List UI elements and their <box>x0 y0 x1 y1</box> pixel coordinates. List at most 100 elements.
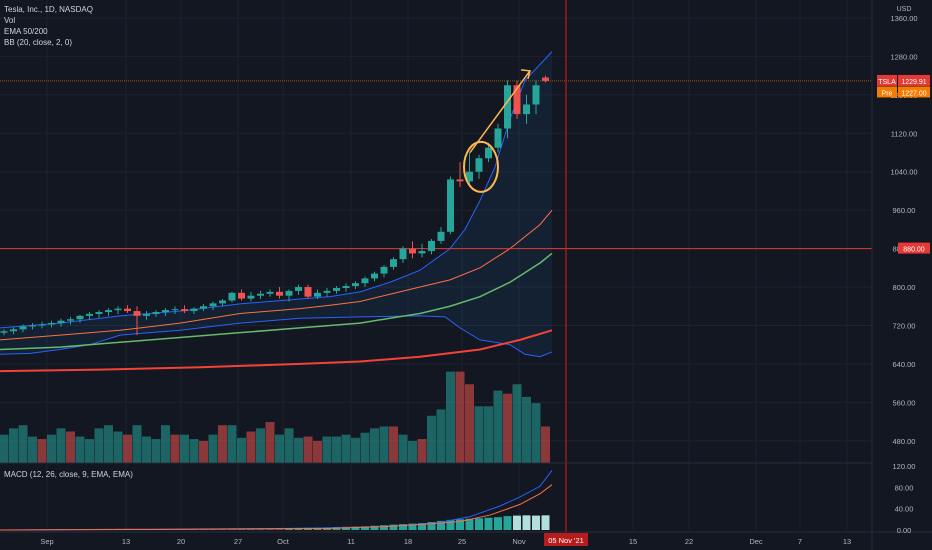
candle-body <box>247 295 255 299</box>
annotation-layer <box>463 69 531 193</box>
volume-bar <box>379 426 389 463</box>
volume-bar <box>113 431 123 463</box>
candle-body <box>76 315 84 320</box>
time-tick-label: 18 <box>404 537 412 546</box>
date-badge-bg <box>544 533 588 546</box>
candle-body <box>171 309 179 311</box>
candle-body <box>181 309 188 312</box>
volume-bar <box>18 425 28 463</box>
candle-body <box>437 231 445 241</box>
macd-histogram-bar <box>418 523 426 530</box>
candlestick-layer <box>0 75 549 336</box>
candle-body <box>523 104 530 115</box>
volume-legend[interactable]: Vol <box>4 16 16 25</box>
volume-bar <box>294 437 303 463</box>
time-tick-label: Oct <box>277 537 290 546</box>
volume-bar <box>370 428 379 463</box>
volume-bar <box>408 440 417 463</box>
volume-bar <box>275 434 284 463</box>
price-tick-label: 1040.00 <box>890 168 917 177</box>
volume-bar <box>246 431 256 463</box>
macd-histogram-bar <box>389 524 398 530</box>
macd-histogram-bar <box>351 526 360 530</box>
volume-bar <box>180 434 189 463</box>
macd-histogram-bar <box>399 524 407 530</box>
candle-body <box>143 313 150 316</box>
candle-body <box>409 248 416 254</box>
price-tick-label: 640.00 <box>893 360 916 369</box>
chart-legend: Tesla, Inc., 1D, NASDAQ Vol EMA 50/200 B… <box>4 4 93 48</box>
candle-body <box>10 329 17 332</box>
volume-bar <box>218 425 227 463</box>
macd-histogram-bar <box>494 517 502 530</box>
macd-histogram-bar <box>532 515 540 530</box>
volume-bar <box>360 432 370 463</box>
volume-bar <box>265 422 275 463</box>
macd-tick-label: 0.00 <box>897 526 912 535</box>
candle-body <box>342 286 350 289</box>
macd-histogram-bar <box>342 526 350 530</box>
macd-signal-line <box>0 484 553 531</box>
macd-histogram-bar <box>427 522 436 530</box>
candle-body <box>276 291 283 296</box>
volume-bar <box>28 436 37 463</box>
volume-bar <box>237 437 246 463</box>
bb-upper-line <box>0 51 553 329</box>
time-tick-label: 13 <box>843 537 851 546</box>
macd-histogram-bar <box>541 515 550 530</box>
candle-body <box>323 290 331 293</box>
volume-bar <box>351 437 360 463</box>
candle-body <box>162 310 169 313</box>
volume-bar <box>208 434 218 463</box>
pre-badge-label-bg <box>877 86 897 98</box>
volume-bar <box>151 439 161 463</box>
volume-bar <box>303 436 313 463</box>
macd-histogram-bar <box>503 516 512 530</box>
candle-body <box>190 308 198 312</box>
candle-body <box>133 311 141 316</box>
candle-body <box>380 266 388 274</box>
volume-bar <box>322 436 332 463</box>
candle-body <box>257 293 264 296</box>
volume-bar <box>503 393 512 463</box>
macd-legend[interactable]: MACD (12, 26, close, 9, EMA, EMA) <box>4 470 133 479</box>
volume-bar <box>256 428 265 463</box>
candle-body <box>314 292 321 297</box>
symbol-legend[interactable]: Tesla, Inc., 1D, NASDAQ <box>4 5 93 14</box>
macd-histogram-bar <box>484 517 493 530</box>
volume-bar <box>512 384 522 463</box>
volume-bar <box>75 436 85 463</box>
candle-body <box>542 77 549 81</box>
annotation-ellipse <box>463 140 499 193</box>
candle-body <box>466 171 473 182</box>
candle-body <box>266 291 274 294</box>
volume-bar <box>284 428 294 463</box>
annotation-arrow-line <box>469 70 531 153</box>
volume-bar <box>474 406 484 463</box>
bb-fill-layer <box>0 51 552 357</box>
bb-legend[interactable]: BB (20, close, 2, 0) <box>4 38 73 47</box>
volume-bar <box>37 439 47 463</box>
volume-bar <box>427 415 436 463</box>
price-tick-label: 1360.00 <box>890 14 917 23</box>
currency-label: USD <box>897 6 912 13</box>
candle-body <box>86 313 93 316</box>
macd-histogram-bar <box>522 515 531 530</box>
volume-bar <box>132 425 142 463</box>
candle-body <box>67 319 74 321</box>
volume-bar <box>398 434 408 463</box>
ema-legend[interactable]: EMA 50/200 <box>4 27 48 36</box>
candle-body <box>485 147 492 159</box>
candle-body <box>124 308 131 312</box>
tsla-price-badge-bg <box>898 74 930 86</box>
volume-bar <box>493 390 503 463</box>
volume-bar <box>465 384 474 463</box>
candle-body <box>333 288 340 291</box>
tsla-badge-label: TSLA <box>878 79 896 86</box>
time-tick-label: 11 <box>347 537 355 546</box>
indicator-lines-layer <box>0 0 872 532</box>
volume-layer <box>0 371 550 463</box>
price-tick-label: 1120.00 <box>891 129 918 138</box>
